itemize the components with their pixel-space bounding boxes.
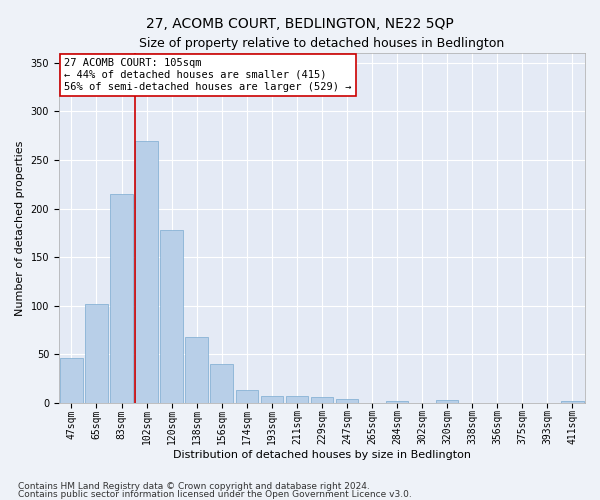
Bar xyxy=(311,397,333,403)
Y-axis label: Number of detached properties: Number of detached properties xyxy=(15,140,25,316)
Text: 27, ACOMB COURT, BEDLINGTON, NE22 5QP: 27, ACOMB COURT, BEDLINGTON, NE22 5QP xyxy=(146,18,454,32)
Text: Contains public sector information licensed under the Open Government Licence v3: Contains public sector information licen… xyxy=(18,490,412,499)
Bar xyxy=(286,396,308,403)
Bar xyxy=(110,194,133,403)
Text: Contains HM Land Registry data © Crown copyright and database right 2024.: Contains HM Land Registry data © Crown c… xyxy=(18,482,370,491)
Bar xyxy=(60,358,83,403)
Bar xyxy=(85,304,108,403)
Bar xyxy=(260,396,283,403)
Bar xyxy=(236,390,258,403)
Bar xyxy=(136,140,158,403)
Bar xyxy=(185,337,208,403)
Text: 27 ACOMB COURT: 105sqm
← 44% of detached houses are smaller (415)
56% of semi-de: 27 ACOMB COURT: 105sqm ← 44% of detached… xyxy=(64,58,352,92)
Bar xyxy=(386,401,409,403)
Bar xyxy=(561,401,584,403)
Bar xyxy=(436,400,458,403)
X-axis label: Distribution of detached houses by size in Bedlington: Distribution of detached houses by size … xyxy=(173,450,471,460)
Bar xyxy=(211,364,233,403)
Bar xyxy=(160,230,183,403)
Title: Size of property relative to detached houses in Bedlington: Size of property relative to detached ho… xyxy=(139,38,505,51)
Bar xyxy=(336,399,358,403)
